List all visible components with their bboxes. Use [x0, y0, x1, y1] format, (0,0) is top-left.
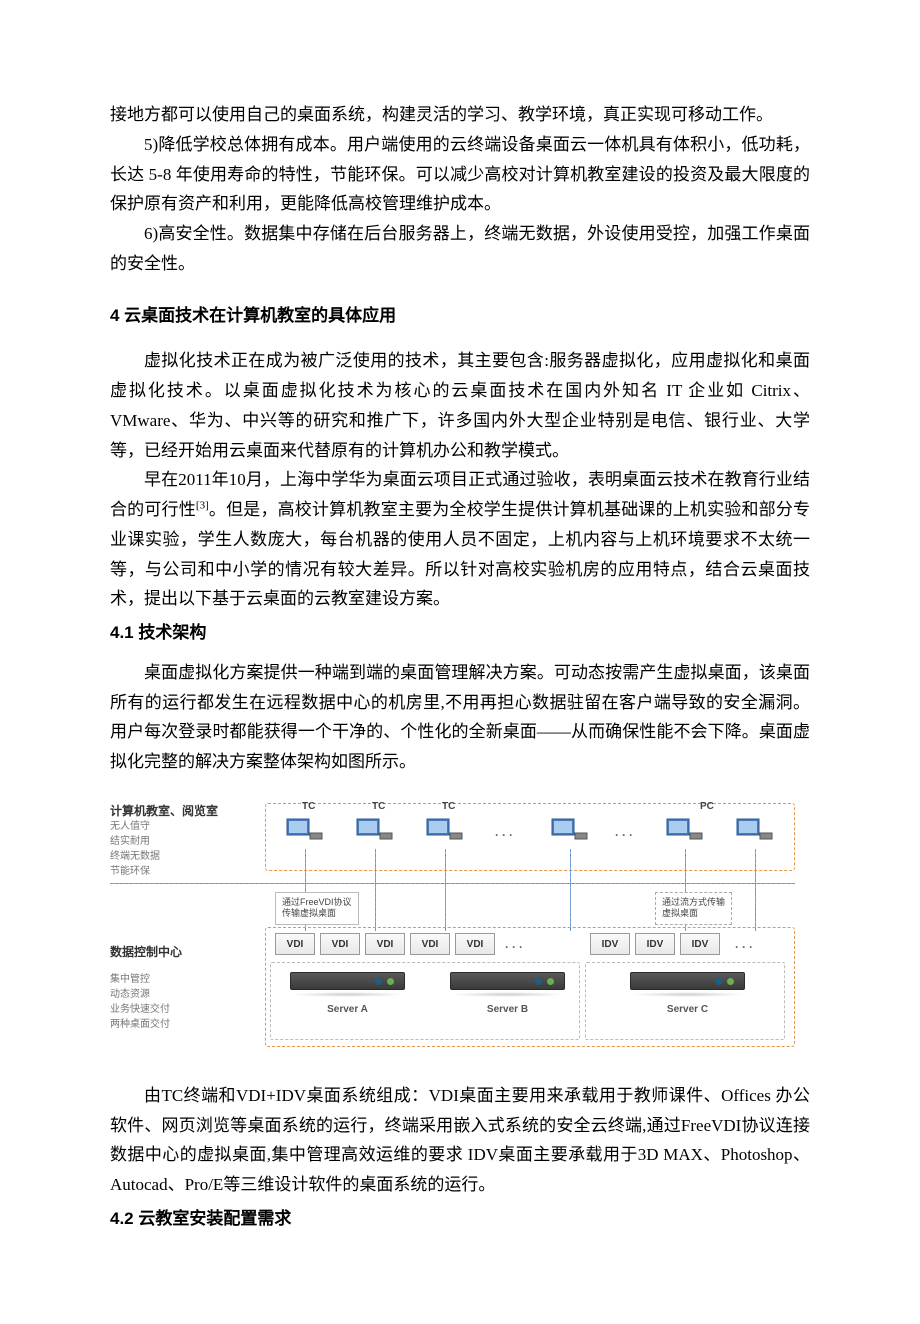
- vdi-box: VDI: [455, 933, 495, 955]
- terminal-icon: [665, 815, 705, 845]
- terminal-icon: [735, 815, 775, 845]
- diagram-note: 业务快速交付: [110, 1002, 170, 1017]
- para-s4-1: 虚拟化技术正在成为被广泛使用的技术，其主要包含:服务器虚拟化，应用虚拟化和桌面虚…: [110, 346, 810, 465]
- para-continuation: 接地方都可以使用自己的桌面系统，构建灵活的学习、教学环境，真正实现可移动工作。: [110, 100, 810, 130]
- vdi-box: VDI: [275, 933, 315, 955]
- proto-line: 传输虚拟桌面: [282, 908, 352, 920]
- tc-label: TC: [302, 798, 315, 816]
- diagram-left-title-mid: 数据控制中心: [110, 942, 182, 963]
- diagram-left-sub-mid: 集中管控 动态资源 业务快速交付 两种桌面交付: [110, 972, 170, 1032]
- server-icon: [450, 972, 565, 990]
- idv-box: IDV: [680, 933, 720, 955]
- diagram-vline: [375, 849, 376, 931]
- vdi-box: VDI: [320, 933, 360, 955]
- server-icon: [630, 972, 745, 990]
- terminal-icon: [285, 815, 325, 845]
- para-s4-2: 早在2011年10月，上海中学华为桌面云项目正式通过验收，表明桌面云技术在教育行…: [110, 465, 810, 614]
- proto-line: 虚拟桌面: [662, 908, 725, 920]
- tc-label: TC: [372, 798, 385, 816]
- protocol-box-freevdi: 通过FreeVDI协议 传输虚拟桌面: [275, 892, 359, 925]
- server-c: Server C: [630, 972, 745, 1019]
- server-a: Server A: [290, 972, 405, 1019]
- protocol-box-stream: 通过流方式传输 虚拟桌面: [655, 892, 732, 925]
- terminal-icon: [550, 815, 590, 845]
- server-label: Server B: [450, 1001, 565, 1019]
- diagram-note: 无人值守: [110, 819, 160, 834]
- ellipsis-icon: ···: [735, 937, 756, 958]
- pc-label: PC: [700, 798, 714, 816]
- subheading-4-1: 4.1 技术架构: [110, 618, 810, 648]
- diagram-note: 集中管控: [110, 972, 170, 987]
- diagram-note: 终端无数据: [110, 849, 160, 864]
- diagram-note: 动态资源: [110, 987, 170, 1002]
- server-label: Server A: [290, 1001, 405, 1019]
- ellipsis-icon: ···: [495, 825, 516, 846]
- diagram-top-box: [265, 803, 795, 871]
- heading-section-4: 4 云桌面技术在计算机教室的具体应用: [110, 301, 810, 331]
- diagram-left-sub-top: 无人值守 结实耐用 终端无数据 节能环保: [110, 819, 160, 879]
- subheading-4-2: 4.2 云教室安装配置需求: [110, 1204, 810, 1234]
- terminal-icon: [425, 815, 465, 845]
- proto-line: 通过FreeVDI协议: [282, 897, 352, 909]
- citation-3: [3]: [196, 499, 209, 511]
- server-b: Server B: [450, 972, 565, 1019]
- idv-box: IDV: [635, 933, 675, 955]
- architecture-diagram: 计算机教室、阅览室 无人值守 结实耐用 终端无数据 节能环保 TC TC TC …: [110, 797, 810, 1067]
- diagram-vline: [445, 849, 446, 931]
- tc-label: TC: [442, 798, 455, 816]
- diagram-note: 两种桌面交付: [110, 1017, 170, 1032]
- para-41-2: 由TC终端和VDI+IDV桌面系统组成：VDI桌面主要用来承载用于教师课件、Of…: [110, 1081, 810, 1200]
- para-item-5: 5)降低学校总体拥有成本。用户端使用的云终端设备桌面云一体机具有体积小，低功耗，…: [110, 130, 810, 219]
- idv-box: IDV: [590, 933, 630, 955]
- ellipsis-icon: ···: [505, 937, 526, 958]
- vdi-box: VDI: [365, 933, 405, 955]
- para-s4-2b: 。但是，高校计算机教室主要为全校学生提供计算机基础课的上机实验和部分专业课实验，…: [110, 500, 810, 608]
- terminal-icon: [355, 815, 395, 845]
- ellipsis-icon: ···: [615, 825, 636, 846]
- diagram-hline: [110, 883, 795, 884]
- diagram-vline: [570, 849, 571, 931]
- para-41-1: 桌面虚拟化方案提供一种端到端的桌面管理解决方案。可动态按需产生虚拟桌面，该桌面所…: [110, 658, 810, 777]
- vdi-box: VDI: [410, 933, 450, 955]
- server-label: Server C: [630, 1001, 745, 1019]
- diagram-note: 结实耐用: [110, 834, 160, 849]
- server-icon: [290, 972, 405, 990]
- diagram-vline: [755, 849, 756, 931]
- para-item-6: 6)高安全性。数据集中存储在后台服务器上，终端无数据，外设使用受控，加强工作桌面…: [110, 219, 810, 279]
- diagram-note: 节能环保: [110, 864, 160, 879]
- proto-line: 通过流方式传输: [662, 897, 725, 909]
